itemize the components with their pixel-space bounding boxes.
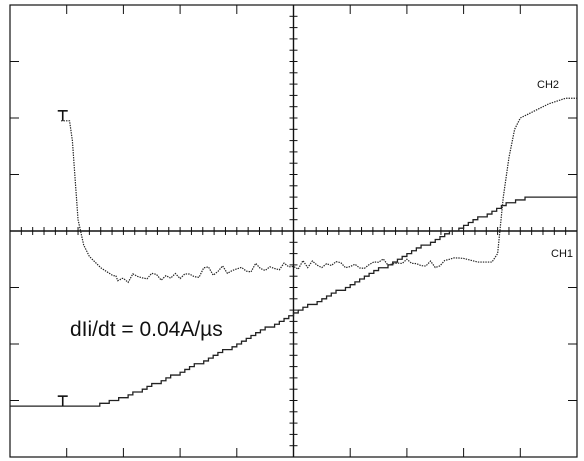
series-layer — [10, 97, 577, 407]
label-layer: CH2 CH1 dIi/dt = 0.04A/µs — [70, 79, 573, 341]
series-label-ch2: CH2 — [537, 79, 559, 91]
ch2-trace — [61, 97, 577, 284]
series-label-ch1: CH1 — [551, 248, 573, 260]
slope-annotation: dIi/dt = 0.04A/µs — [70, 318, 223, 341]
graticule-grid — [9, 4, 578, 458]
ch1-trace — [10, 196, 577, 407]
